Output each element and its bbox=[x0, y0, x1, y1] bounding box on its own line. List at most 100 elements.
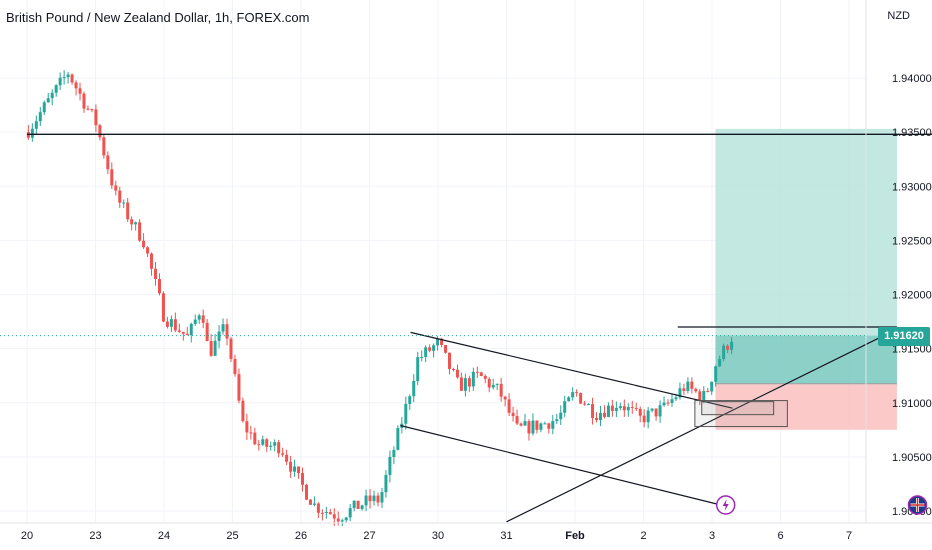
x-tick-label: 26 bbox=[295, 530, 307, 542]
candle-body bbox=[150, 253, 154, 269]
candle-body bbox=[686, 381, 690, 391]
candle bbox=[181, 331, 185, 341]
x-tick-label: 25 bbox=[226, 530, 238, 542]
candle bbox=[531, 413, 535, 436]
trend-line bbox=[506, 328, 898, 523]
candle-body bbox=[130, 219, 134, 225]
candle-body bbox=[384, 474, 388, 493]
y-tick-label: 1.93000 bbox=[892, 181, 932, 193]
candle-body bbox=[722, 345, 726, 360]
candle bbox=[253, 427, 257, 446]
candle bbox=[90, 108, 94, 113]
candle-body bbox=[682, 388, 686, 391]
candle bbox=[348, 503, 352, 522]
candle-body bbox=[205, 322, 209, 342]
candle bbox=[384, 470, 388, 498]
candle bbox=[404, 396, 408, 430]
candle bbox=[424, 345, 428, 363]
candle-body bbox=[503, 396, 507, 400]
candle-body bbox=[579, 392, 583, 404]
candle bbox=[606, 402, 610, 418]
candle-body bbox=[177, 330, 181, 332]
candle bbox=[46, 92, 50, 103]
candle-body bbox=[70, 74, 74, 83]
candle bbox=[420, 350, 424, 362]
candle-body bbox=[448, 352, 452, 370]
x-tick-label: 20 bbox=[21, 530, 33, 542]
candle-body bbox=[217, 331, 221, 341]
candle-body bbox=[396, 427, 400, 450]
candle bbox=[269, 441, 273, 451]
candle bbox=[316, 502, 320, 518]
candle-body bbox=[420, 356, 424, 358]
candle bbox=[432, 343, 436, 358]
candle bbox=[499, 377, 503, 402]
candle-body bbox=[173, 319, 177, 331]
candle-body bbox=[364, 495, 368, 506]
x-axis[interactable]: 20 23 24 25 26 27 30 31 Feb 2 3 6 7 bbox=[21, 530, 852, 542]
candle bbox=[197, 313, 201, 324]
candle bbox=[571, 387, 575, 401]
x-tick-label: 6 bbox=[777, 530, 783, 542]
candle bbox=[249, 425, 253, 440]
candle-body bbox=[237, 374, 241, 401]
candle bbox=[285, 449, 289, 465]
candle-body bbox=[634, 407, 638, 409]
candle bbox=[686, 377, 690, 394]
candle-body bbox=[479, 372, 483, 376]
candle-body bbox=[412, 381, 416, 397]
candle-body bbox=[535, 420, 539, 430]
chart-title: British Pound / New Zealand Dollar, 1h, … bbox=[6, 10, 310, 25]
candle bbox=[710, 381, 714, 396]
x-tick-label: 23 bbox=[89, 530, 101, 542]
y-tick-label: 1.93500 bbox=[892, 127, 932, 139]
candle bbox=[261, 435, 265, 447]
candle bbox=[722, 343, 726, 362]
candle bbox=[539, 422, 543, 433]
candle-body bbox=[257, 444, 261, 446]
y-tick-label: 1.91000 bbox=[892, 398, 932, 410]
candle bbox=[523, 413, 527, 426]
candle bbox=[356, 500, 360, 510]
candle-body bbox=[455, 369, 459, 378]
candle bbox=[559, 405, 563, 426]
x-tick-label: 31 bbox=[500, 530, 512, 542]
candle bbox=[666, 399, 670, 406]
candle bbox=[106, 151, 110, 174]
candle bbox=[726, 344, 730, 354]
y-axis[interactable]: 1.94000 1.93500 1.93000 1.92500 1.92000 1.915… bbox=[892, 73, 932, 518]
candle bbox=[102, 134, 106, 159]
candle bbox=[78, 82, 82, 101]
candle bbox=[340, 518, 344, 527]
candle bbox=[408, 394, 412, 410]
candle bbox=[483, 374, 487, 384]
candle bbox=[519, 422, 523, 427]
candle-body bbox=[436, 338, 440, 346]
candle-body bbox=[487, 378, 491, 388]
candle-body bbox=[98, 125, 102, 138]
candle bbox=[177, 323, 181, 333]
candle bbox=[301, 467, 305, 492]
candle-body bbox=[440, 338, 444, 345]
candle-body bbox=[118, 190, 122, 203]
candle bbox=[646, 407, 650, 429]
candle bbox=[293, 459, 297, 477]
candle-body bbox=[642, 415, 646, 423]
candle bbox=[551, 414, 555, 435]
candle bbox=[221, 318, 225, 335]
candle bbox=[535, 420, 539, 434]
candle-body bbox=[654, 408, 658, 417]
candle-body bbox=[138, 222, 142, 241]
candle bbox=[38, 107, 42, 127]
candle-body bbox=[404, 403, 408, 424]
candle bbox=[511, 406, 515, 422]
candle-body bbox=[614, 407, 618, 411]
candle bbox=[142, 233, 146, 249]
candle-body bbox=[336, 518, 340, 522]
candle-body bbox=[94, 109, 98, 126]
candle-body bbox=[281, 453, 285, 455]
candle-body bbox=[201, 315, 205, 323]
candle bbox=[392, 446, 396, 465]
candle-body bbox=[312, 503, 316, 505]
